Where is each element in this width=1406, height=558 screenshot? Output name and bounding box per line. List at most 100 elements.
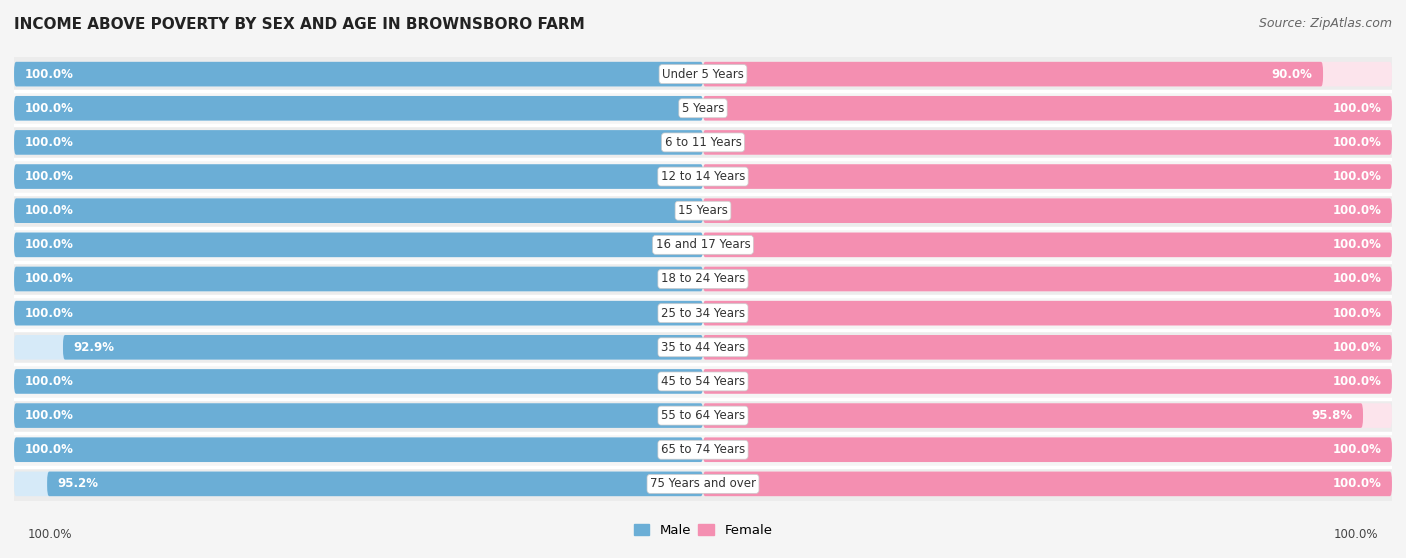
Text: 25 to 34 Years: 25 to 34 Years <box>661 307 745 320</box>
FancyBboxPatch shape <box>14 403 703 428</box>
FancyBboxPatch shape <box>703 164 1392 189</box>
Text: 100.0%: 100.0% <box>1333 170 1382 183</box>
FancyBboxPatch shape <box>14 398 1392 432</box>
FancyBboxPatch shape <box>703 301 1392 325</box>
Text: 12 to 14 Years: 12 to 14 Years <box>661 170 745 183</box>
FancyBboxPatch shape <box>703 403 1392 428</box>
FancyBboxPatch shape <box>703 369 1392 394</box>
Text: 100.0%: 100.0% <box>1333 375 1382 388</box>
FancyBboxPatch shape <box>14 199 703 223</box>
FancyBboxPatch shape <box>703 199 1392 223</box>
Text: 100.0%: 100.0% <box>24 307 73 320</box>
FancyBboxPatch shape <box>63 335 703 359</box>
FancyBboxPatch shape <box>14 126 1392 160</box>
FancyBboxPatch shape <box>703 62 1323 86</box>
FancyBboxPatch shape <box>703 130 1392 155</box>
Text: 35 to 44 Years: 35 to 44 Years <box>661 341 745 354</box>
Text: 100.0%: 100.0% <box>1333 102 1382 115</box>
Text: 100.0%: 100.0% <box>24 170 73 183</box>
FancyBboxPatch shape <box>14 96 703 121</box>
Text: 100.0%: 100.0% <box>24 375 73 388</box>
Text: 65 to 74 Years: 65 to 74 Years <box>661 443 745 456</box>
FancyBboxPatch shape <box>14 199 703 223</box>
FancyBboxPatch shape <box>14 437 703 462</box>
FancyBboxPatch shape <box>14 57 1392 91</box>
FancyBboxPatch shape <box>14 228 1392 262</box>
FancyBboxPatch shape <box>703 199 1392 223</box>
Text: 75 Years and over: 75 Years and over <box>650 478 756 490</box>
FancyBboxPatch shape <box>14 330 1392 364</box>
FancyBboxPatch shape <box>703 233 1392 257</box>
Text: 100.0%: 100.0% <box>1333 136 1382 149</box>
FancyBboxPatch shape <box>14 335 703 359</box>
Text: 100.0%: 100.0% <box>24 443 73 456</box>
Text: 45 to 54 Years: 45 to 54 Years <box>661 375 745 388</box>
Text: 6 to 11 Years: 6 to 11 Years <box>665 136 741 149</box>
FancyBboxPatch shape <box>14 403 703 428</box>
FancyBboxPatch shape <box>14 164 703 189</box>
Text: 55 to 64 Years: 55 to 64 Years <box>661 409 745 422</box>
FancyBboxPatch shape <box>703 403 1362 428</box>
Text: 100.0%: 100.0% <box>1333 341 1382 354</box>
FancyBboxPatch shape <box>14 62 703 86</box>
FancyBboxPatch shape <box>703 472 1392 496</box>
Text: 100.0%: 100.0% <box>24 409 73 422</box>
Text: 100.0%: 100.0% <box>24 136 73 149</box>
Text: 100.0%: 100.0% <box>24 238 73 251</box>
FancyBboxPatch shape <box>14 296 1392 330</box>
Text: 5 Years: 5 Years <box>682 102 724 115</box>
FancyBboxPatch shape <box>14 369 703 394</box>
Text: 100.0%: 100.0% <box>1333 272 1382 286</box>
FancyBboxPatch shape <box>14 62 703 86</box>
Text: Source: ZipAtlas.com: Source: ZipAtlas.com <box>1258 17 1392 30</box>
FancyBboxPatch shape <box>48 472 703 496</box>
FancyBboxPatch shape <box>14 432 1392 467</box>
Text: 100.0%: 100.0% <box>24 204 73 217</box>
Text: 18 to 24 Years: 18 to 24 Years <box>661 272 745 286</box>
Text: 100.0%: 100.0% <box>24 68 73 80</box>
FancyBboxPatch shape <box>703 335 1392 359</box>
FancyBboxPatch shape <box>703 437 1392 462</box>
FancyBboxPatch shape <box>14 369 703 394</box>
FancyBboxPatch shape <box>703 96 1392 121</box>
FancyBboxPatch shape <box>703 472 1392 496</box>
Text: 100.0%: 100.0% <box>1333 443 1382 456</box>
FancyBboxPatch shape <box>14 164 703 189</box>
Text: INCOME ABOVE POVERTY BY SEX AND AGE IN BROWNSBORO FARM: INCOME ABOVE POVERTY BY SEX AND AGE IN B… <box>14 17 585 32</box>
FancyBboxPatch shape <box>14 364 1392 398</box>
FancyBboxPatch shape <box>703 267 1392 291</box>
FancyBboxPatch shape <box>14 437 703 462</box>
FancyBboxPatch shape <box>14 267 703 291</box>
FancyBboxPatch shape <box>14 130 703 155</box>
Text: 100.0%: 100.0% <box>1333 238 1382 251</box>
FancyBboxPatch shape <box>703 369 1392 394</box>
Text: 100.0%: 100.0% <box>1333 528 1378 541</box>
FancyBboxPatch shape <box>703 62 1392 86</box>
FancyBboxPatch shape <box>14 130 703 155</box>
FancyBboxPatch shape <box>14 233 703 257</box>
Text: 92.9%: 92.9% <box>73 341 114 354</box>
Text: 100.0%: 100.0% <box>24 272 73 286</box>
Text: 100.0%: 100.0% <box>1333 204 1382 217</box>
Text: 95.2%: 95.2% <box>58 478 98 490</box>
Text: 100.0%: 100.0% <box>24 102 73 115</box>
FancyBboxPatch shape <box>703 301 1392 325</box>
FancyBboxPatch shape <box>703 130 1392 155</box>
FancyBboxPatch shape <box>14 233 703 257</box>
FancyBboxPatch shape <box>14 301 703 325</box>
FancyBboxPatch shape <box>14 160 1392 194</box>
FancyBboxPatch shape <box>14 267 703 291</box>
FancyBboxPatch shape <box>703 164 1392 189</box>
FancyBboxPatch shape <box>703 335 1392 359</box>
FancyBboxPatch shape <box>14 194 1392 228</box>
FancyBboxPatch shape <box>14 91 1392 126</box>
FancyBboxPatch shape <box>14 301 703 325</box>
Legend: Male, Female: Male, Female <box>628 519 778 542</box>
FancyBboxPatch shape <box>14 96 703 121</box>
Text: 100.0%: 100.0% <box>1333 478 1382 490</box>
Text: 95.8%: 95.8% <box>1312 409 1353 422</box>
Text: Under 5 Years: Under 5 Years <box>662 68 744 80</box>
FancyBboxPatch shape <box>14 262 1392 296</box>
FancyBboxPatch shape <box>703 96 1392 121</box>
FancyBboxPatch shape <box>14 467 1392 501</box>
